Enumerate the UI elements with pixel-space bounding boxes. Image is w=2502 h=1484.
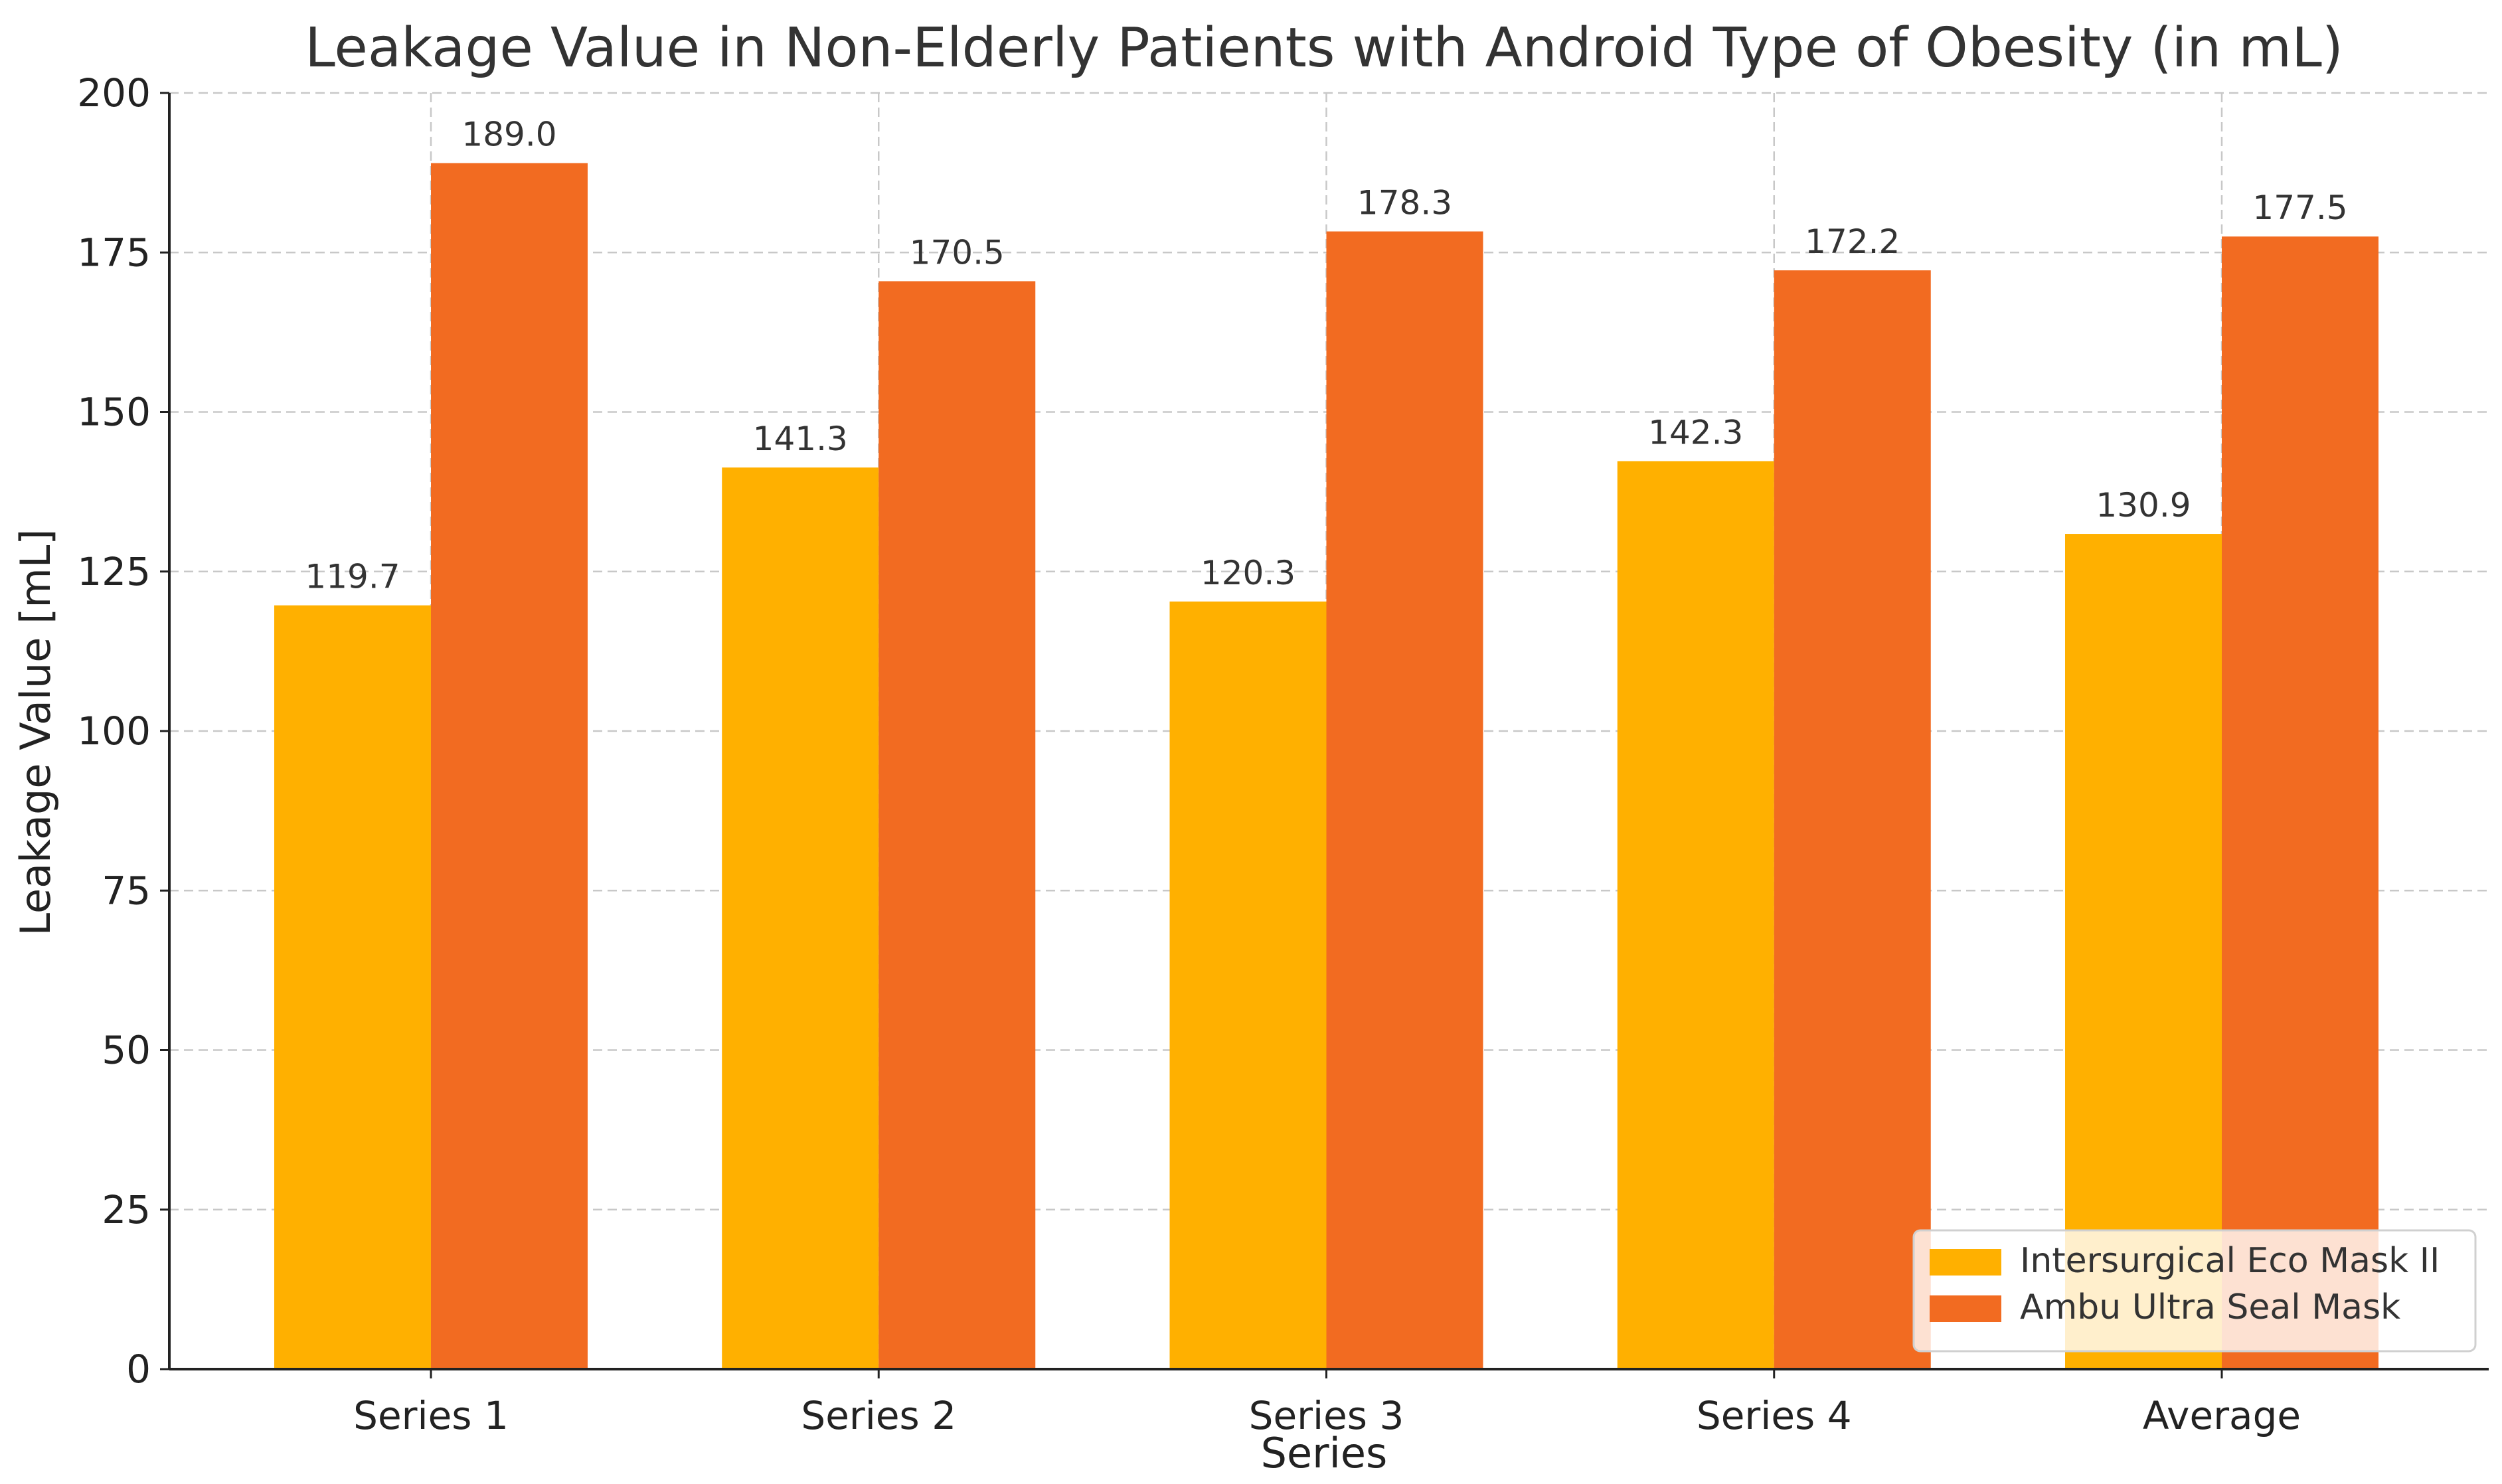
- x-tick-label: Series 2: [801, 1393, 956, 1438]
- legend: Intersurgical Eco Mask II Ambu Ultra Seal…: [1912, 1229, 2477, 1353]
- legend-box: [1912, 1229, 2477, 1353]
- bar-intersurgical-4: [1617, 461, 1774, 1369]
- chart-title: Leakage Value in Non-Elderly Patients wi…: [305, 17, 2343, 80]
- y-tick-label: 0: [126, 1347, 151, 1392]
- bar-ambu-3: [1326, 231, 1483, 1369]
- data-label: 172.2: [1805, 222, 1900, 261]
- bar-ambu-1: [431, 163, 588, 1370]
- bar-ambu-2: [878, 281, 1036, 1369]
- data-label: 178.3: [1357, 184, 1452, 222]
- legend-swatch-intersurgical: [1930, 1249, 2001, 1276]
- data-label: 141.3: [753, 420, 848, 458]
- legend-swatch-ambu: [1930, 1295, 2001, 1322]
- bar-intersurgical-3: [1169, 601, 1327, 1369]
- y-tick-label: 75: [102, 868, 151, 913]
- bars-layer: [274, 163, 2378, 1370]
- y-tick-label: 175: [77, 230, 151, 275]
- x-tick-label: Series 3: [1249, 1393, 1404, 1438]
- x-tick-label: Series 4: [1697, 1393, 1852, 1438]
- data-label: 177.5: [2252, 189, 2347, 227]
- legend-label-intersurgical: Intersurgical Eco Mask II: [2020, 1241, 2440, 1281]
- data-label: 189.0: [461, 116, 556, 154]
- y-axis-label: Leakage Value [mL]: [11, 529, 60, 936]
- y-tick-label: 200: [77, 70, 151, 116]
- x-axis-label: Series: [1261, 1429, 1388, 1477]
- x-tick-label: Average: [2143, 1393, 2301, 1438]
- bar-ambu-5: [2222, 236, 2378, 1370]
- bar-ambu-4: [1774, 270, 1931, 1370]
- data-label: 142.3: [1648, 413, 1743, 452]
- x-tick-label: Series 1: [353, 1393, 509, 1438]
- y-tick-label: 50: [102, 1028, 151, 1073]
- y-tick-label: 125: [77, 549, 151, 594]
- data-label: 170.5: [910, 233, 1005, 272]
- bar-intersurgical-1: [274, 605, 431, 1369]
- data-label: 130.9: [2096, 486, 2191, 525]
- y-tick-label: 150: [77, 390, 151, 435]
- y-tick-label: 25: [102, 1187, 151, 1232]
- data-label: 119.7: [305, 558, 400, 596]
- labels-layer: 0 25 50 75 100 125 150 175 200 Series 1 Series 2 Se…: [77, 70, 2347, 1438]
- bar-intersurgical-2: [722, 467, 879, 1370]
- legend-label-ambu: Ambu Ultra Seal Mask: [2020, 1287, 2400, 1327]
- axes-layer: [160, 92, 2489, 1378]
- y-tick-label: 100: [77, 708, 151, 754]
- data-label: 120.3: [1201, 554, 1295, 592]
